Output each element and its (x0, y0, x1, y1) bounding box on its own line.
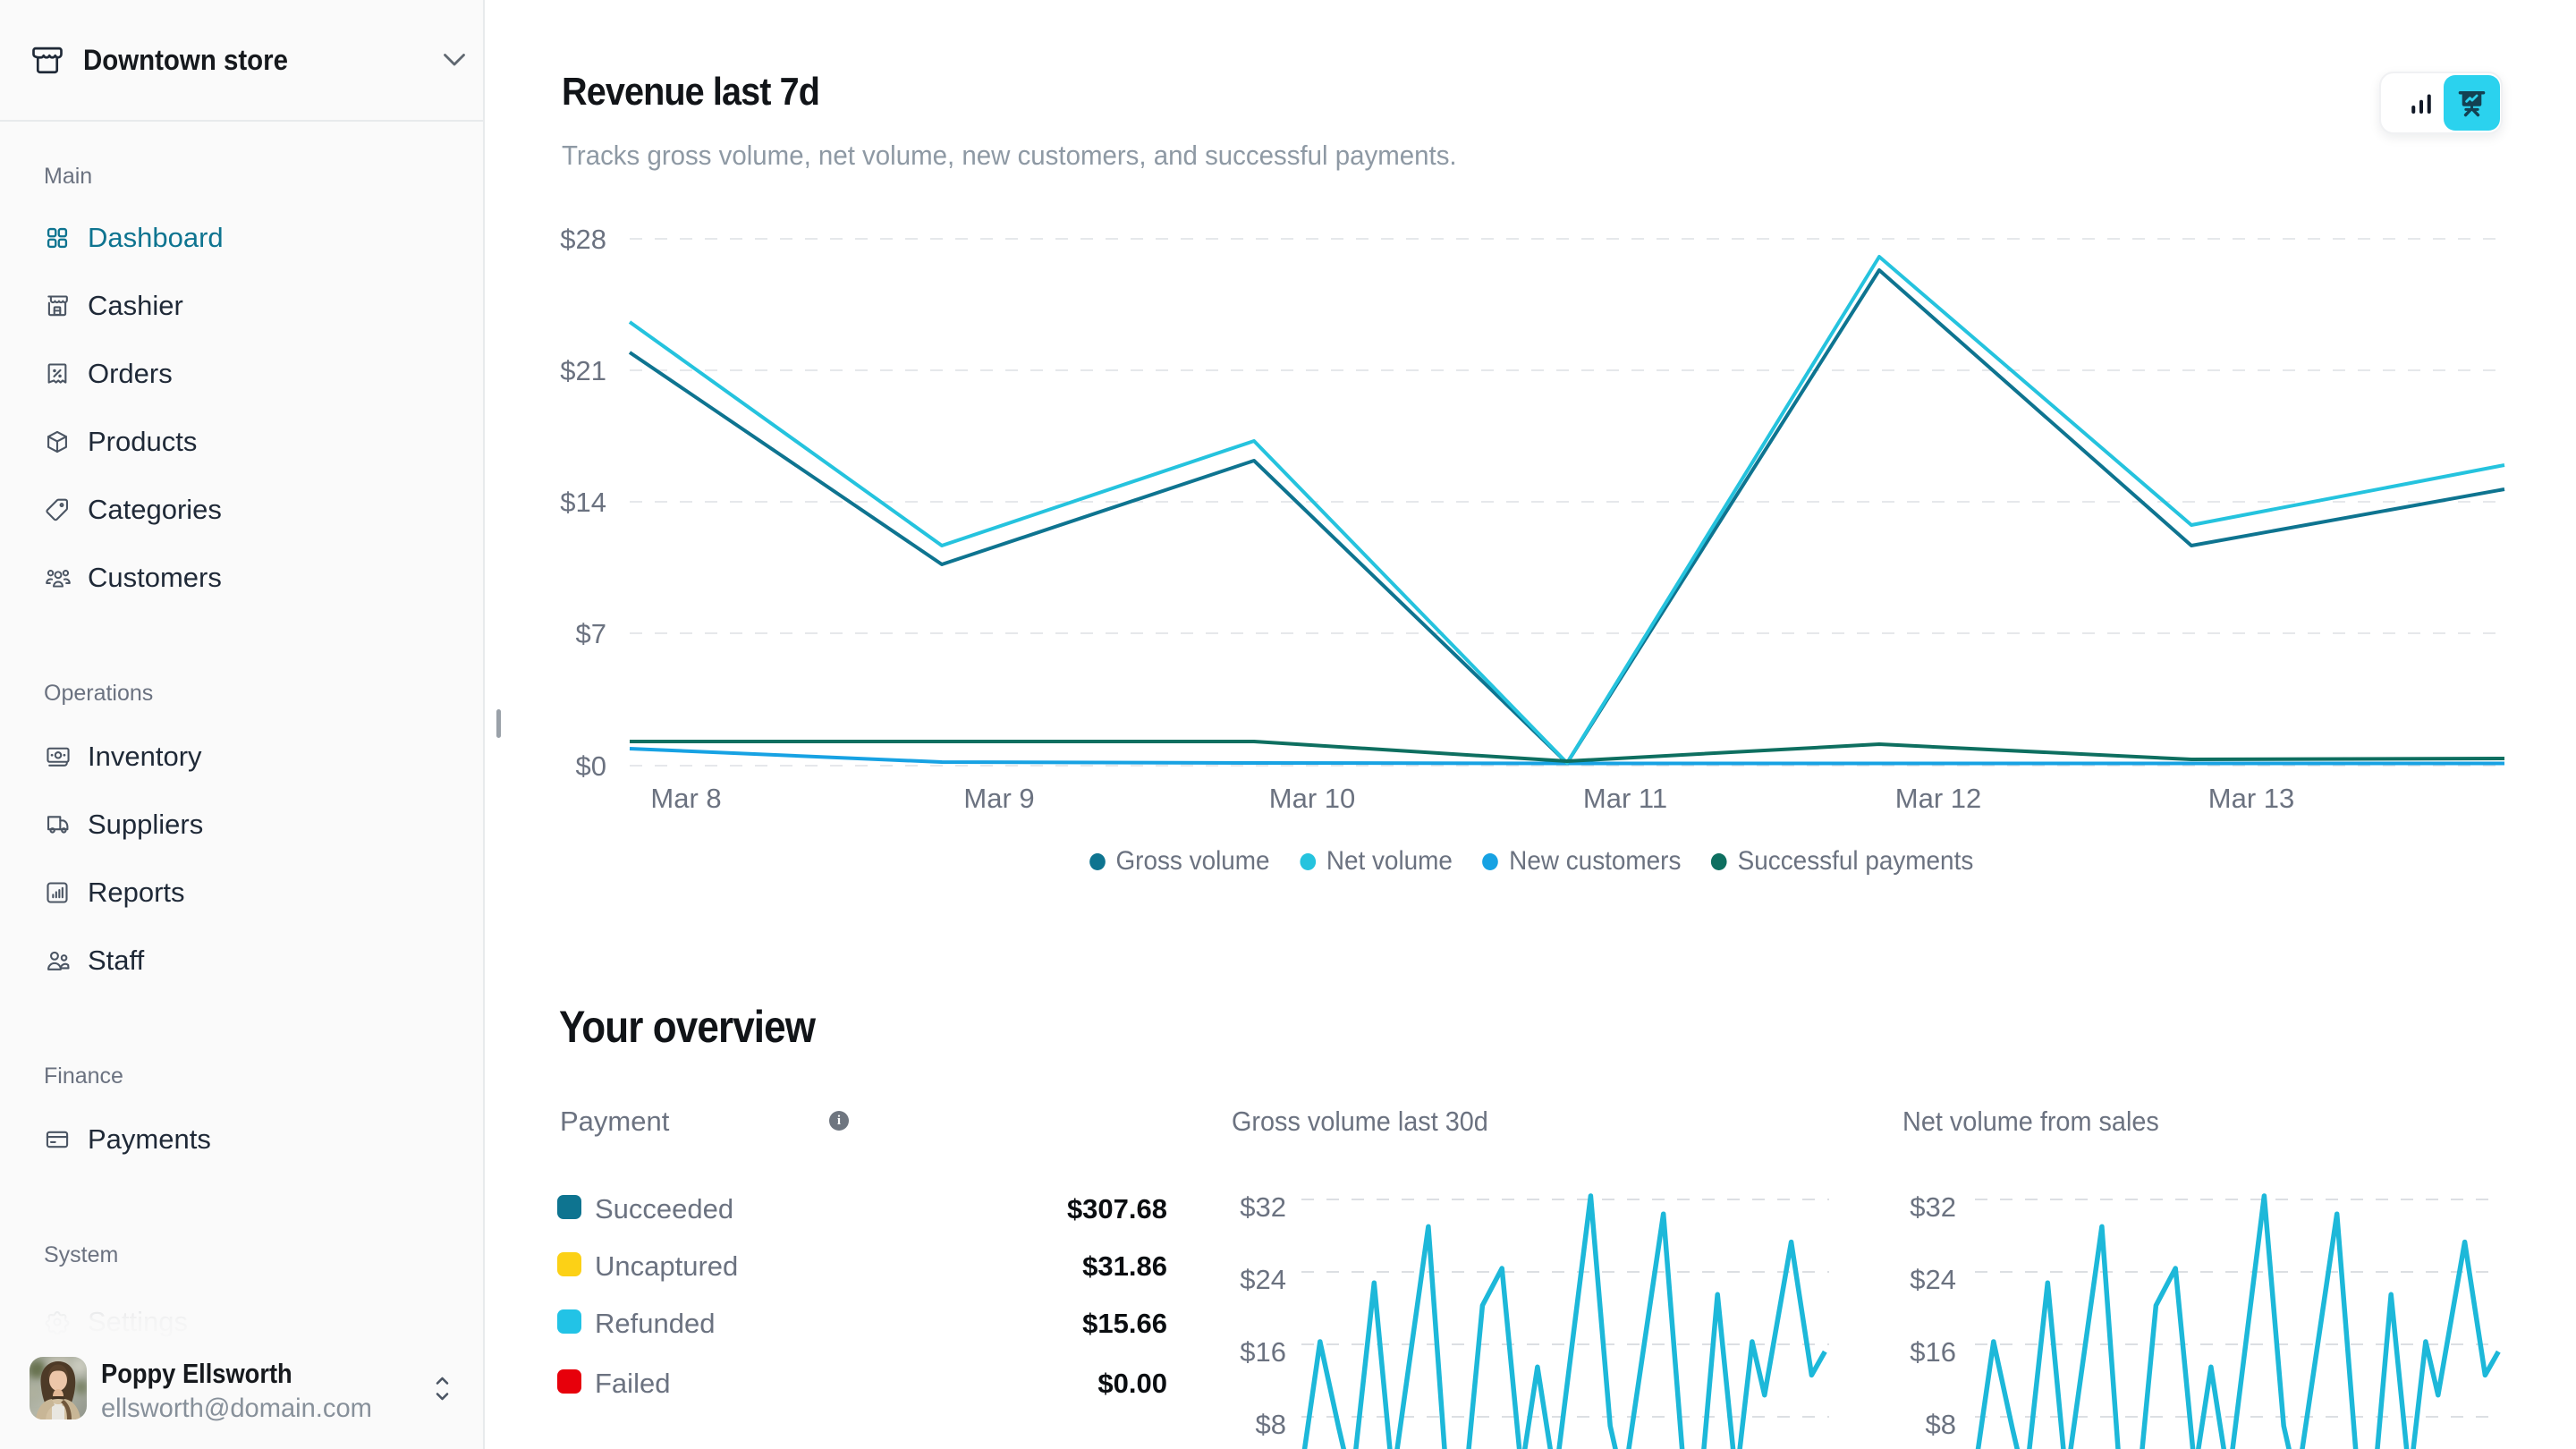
svg-text:$32: $32 (1240, 1191, 1286, 1223)
svg-text:Mar 10: Mar 10 (1269, 783, 1355, 814)
svg-text:$14: $14 (560, 487, 606, 518)
svg-text:$32: $32 (1910, 1191, 1956, 1223)
svg-text:$8: $8 (1256, 1409, 1286, 1440)
svg-text:$28: $28 (560, 224, 606, 255)
svg-text:Mar 9: Mar 9 (963, 783, 1034, 814)
svg-text:$0: $0 (576, 750, 606, 782)
svg-text:Mar 13: Mar 13 (2208, 783, 2294, 814)
svg-text:$16: $16 (1240, 1336, 1286, 1368)
svg-text:Mar 12: Mar 12 (1895, 783, 1981, 814)
svg-text:$24: $24 (1240, 1264, 1286, 1295)
svg-text:Mar 8: Mar 8 (650, 783, 721, 814)
svg-text:Mar 11: Mar 11 (1583, 783, 1667, 814)
svg-text:$7: $7 (576, 618, 606, 649)
svg-text:$24: $24 (1910, 1264, 1956, 1295)
svg-text:$8: $8 (1926, 1409, 1956, 1440)
svg-text:$16: $16 (1910, 1336, 1956, 1368)
svg-text:$21: $21 (560, 355, 606, 386)
